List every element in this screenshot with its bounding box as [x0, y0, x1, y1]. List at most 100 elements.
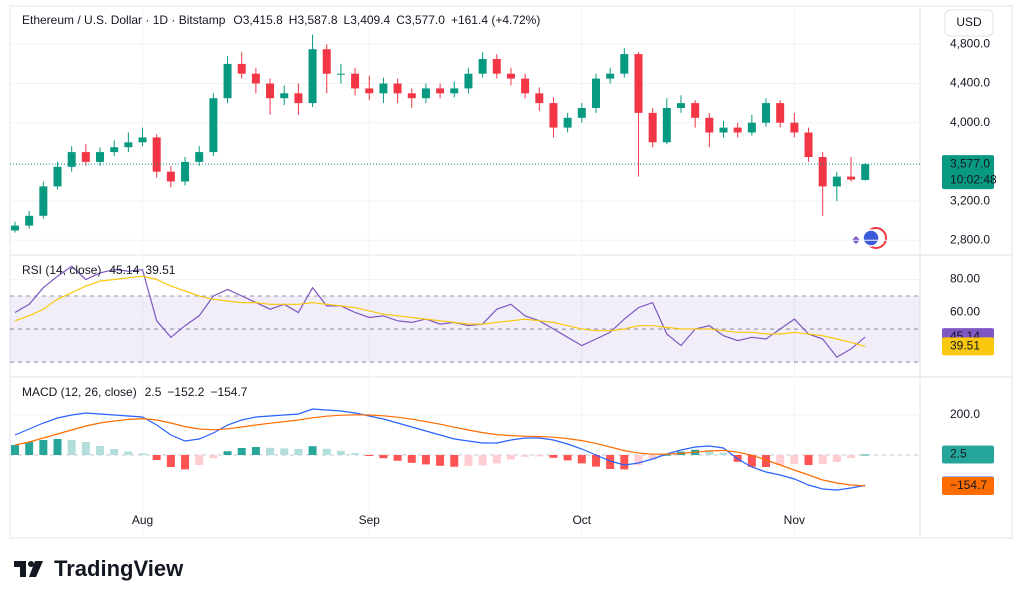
y-tick-label: 80.00	[950, 272, 980, 286]
histogram-bar	[251, 447, 260, 455]
candle-body	[322, 49, 331, 74]
y-tick-label: 2,800.0	[950, 232, 990, 246]
candle-body	[237, 63, 246, 74]
histogram-bar	[478, 455, 487, 466]
brand-logo	[14, 561, 43, 577]
histogram-bar	[861, 454, 870, 456]
histogram-bar	[53, 439, 62, 455]
histogram-bar	[138, 453, 147, 455]
candle-body	[620, 54, 629, 74]
candle-body	[818, 157, 827, 187]
histogram-bar	[294, 449, 303, 455]
candle-body	[662, 108, 671, 143]
histogram-bar	[152, 455, 161, 460]
chart-frame	[9, 5, 1013, 539]
currency-button[interactable]	[944, 9, 994, 37]
ohlc-key: C	[396, 13, 405, 27]
candle-body	[25, 215, 34, 226]
histogram-bar	[506, 455, 515, 460]
countdown: 10:02:48	[950, 172, 997, 186]
candle-body	[308, 49, 317, 104]
candle-body	[591, 78, 600, 108]
candle-body	[804, 132, 813, 157]
histogram-bar	[563, 455, 572, 461]
candle-body	[421, 88, 430, 99]
y-tick-label: 4,400.0	[950, 76, 990, 90]
legend-value: 39.51	[145, 263, 175, 277]
legend-value: 2.5	[145, 385, 162, 399]
candle-body	[223, 63, 232, 99]
candle-body	[464, 73, 473, 89]
candle-body	[705, 117, 714, 133]
histogram-bar	[11, 445, 19, 455]
histogram-bar	[606, 455, 615, 469]
histogram-bar	[166, 455, 175, 467]
histogram-bar	[620, 455, 629, 470]
histogram-bar	[181, 455, 190, 470]
histogram-bar	[662, 454, 671, 456]
pane-title: MACD (12, 26, close)	[22, 385, 137, 399]
histogram-bar	[648, 455, 657, 460]
candle-body	[251, 73, 260, 84]
histogram-bar	[308, 446, 317, 455]
candle-body	[436, 88, 445, 94]
histogram-bar	[492, 455, 501, 464]
candle-body	[96, 152, 105, 162]
histogram-bar	[280, 448, 289, 455]
candle-body	[634, 54, 643, 113]
pane-title: RSI (14, close)	[22, 263, 101, 277]
candle-body	[776, 103, 785, 123]
histogram-bar	[832, 455, 841, 462]
histogram-bar	[365, 455, 374, 456]
candle-body	[450, 88, 459, 94]
candle-body	[492, 59, 501, 74]
candle-body	[535, 93, 544, 104]
candle-body	[733, 127, 742, 133]
histogram-bar	[336, 450, 345, 455]
candle-body	[861, 164, 870, 180]
candle-body	[152, 137, 161, 172]
x-tick-label: Oct	[572, 513, 591, 527]
candle-body	[790, 122, 799, 133]
histogram-bar	[591, 455, 600, 467]
candle-body	[138, 137, 147, 143]
y-tick-label: 4,000.0	[950, 115, 990, 129]
histogram-bar	[549, 455, 558, 458]
ohlc-key: H	[289, 13, 298, 27]
indicator-line	[14, 275, 866, 347]
histogram-bar	[25, 442, 34, 455]
histogram-bar	[379, 455, 388, 459]
ohlc-value: 3,577.0	[405, 13, 445, 27]
histogram-bar	[110, 449, 119, 455]
candle-body	[294, 93, 303, 104]
candle-body	[747, 122, 756, 133]
chart-title: Ethereum / U.S. Dollar · 1D · Bitstamp	[22, 13, 226, 27]
candle-body	[209, 98, 218, 153]
histogram-bar	[67, 440, 76, 455]
candle-body	[53, 166, 62, 187]
histogram-bar	[521, 455, 530, 457]
histogram-bar	[266, 447, 275, 455]
histogram-bar	[351, 453, 360, 455]
y-tick-label: 60.00	[950, 305, 980, 319]
ohlc-value: 3,587.8	[297, 13, 337, 27]
value-badge-bg	[942, 476, 994, 495]
histogram-bar	[223, 451, 232, 455]
legend-value: 45.14	[109, 263, 139, 277]
candle-body	[719, 127, 728, 133]
histogram-bar	[847, 455, 856, 458]
histogram-bar	[393, 455, 402, 461]
currency[interactable]: USD	[956, 15, 982, 29]
candle-body	[648, 112, 657, 143]
histogram-bar	[81, 442, 90, 455]
rsi-band-fill	[10, 296, 920, 363]
candle-body	[847, 176, 856, 180]
ohlc-value: 3,415.8	[243, 13, 283, 27]
candle-body	[478, 59, 487, 74]
histogram-bar	[705, 450, 714, 455]
candle-body	[181, 161, 190, 182]
candle-body	[166, 171, 175, 182]
histogram-bar	[719, 452, 728, 455]
histogram-bar	[818, 455, 827, 464]
histogram-bar	[237, 448, 246, 455]
